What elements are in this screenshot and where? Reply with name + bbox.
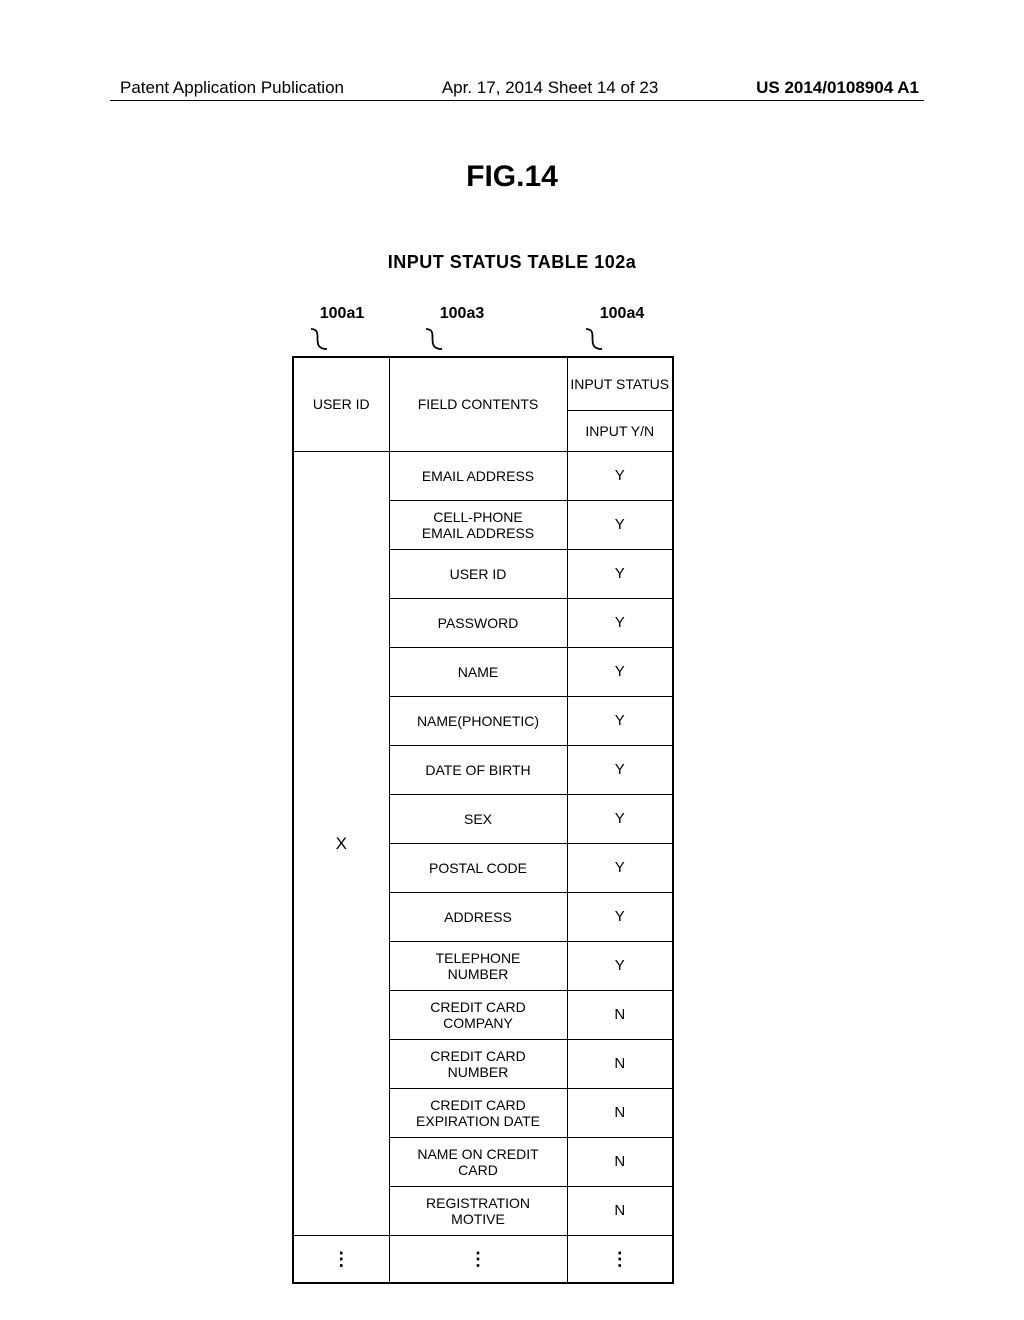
field-contents-cell: CELL-PHONEEMAIL ADDRESS [389,501,567,550]
header-rule [110,100,924,101]
input-status-cell: N [567,1138,673,1187]
col-header-field-contents: FIELD CONTENTS [389,357,567,452]
field-contents-cell: CREDIT CARDCOMPANY [389,991,567,1040]
table-header-row: USER ID FIELD CONTENTS INPUT STATUS [293,357,673,411]
leader-curve-icon [582,325,662,353]
col-header-input-yn: INPUT Y/N [567,411,673,452]
input-status-cell: Y [567,844,673,893]
figure-number: FIG.14 [0,160,1024,194]
table-title: INPUT STATUS TABLE 102a [0,252,1024,273]
input-status-cell: N [567,1089,673,1138]
vertical-ellipsis-icon: ⋮ [611,1249,629,1269]
field-contents-cell: NAME ON CREDITCARD [389,1138,567,1187]
continuation-cell: ⋮ [389,1236,567,1284]
header-left: Patent Application Publication [120,78,344,98]
table-row: XEMAIL ADDRESSY [293,452,673,501]
field-contents-cell: TELEPHONENUMBER [389,942,567,991]
vertical-ellipsis-icon: ⋮ [332,1249,350,1269]
input-status-cell: Y [567,648,673,697]
header-center: Apr. 17, 2014 Sheet 14 of 23 [442,78,658,98]
input-status-cell: Y [567,501,673,550]
field-contents-cell: NAME [389,648,567,697]
field-contents-cell: CREDIT CARDNUMBER [389,1040,567,1089]
input-status-cell: Y [567,599,673,648]
input-status-cell: Y [567,697,673,746]
input-status-cell: Y [567,452,673,501]
field-contents-cell: PASSWORD [389,599,567,648]
input-status-cell: Y [567,795,673,844]
callout-label: 100a4 [600,305,645,322]
field-contents-cell: DATE OF BIRTH [389,746,567,795]
continuation-cell: ⋮ [293,1236,389,1284]
callout-100a1: 100a1 [307,305,377,353]
callout-label: 100a3 [440,305,485,322]
vertical-ellipsis-icon: ⋮ [469,1249,487,1269]
field-contents-cell: REGISTRATIONMOTIVE [389,1187,567,1236]
col-header-user-id: USER ID [293,357,389,452]
field-contents-cell: POSTAL CODE [389,844,567,893]
page-header: Patent Application Publication Apr. 17, … [120,78,919,98]
leader-curve-icon [307,325,377,353]
field-contents-cell: CREDIT CARDEXPIRATION DATE [389,1089,567,1138]
callout-100a4: 100a4 [582,305,662,353]
field-contents-cell: SEX [389,795,567,844]
input-status-cell: N [567,1040,673,1089]
field-contents-cell: NAME(PHONETIC) [389,697,567,746]
header-right: US 2014/0108904 A1 [756,78,919,98]
col-header-input-status: INPUT STATUS [567,357,673,411]
input-status-cell: Y [567,893,673,942]
input-status-cell: N [567,991,673,1040]
continuation-row: ⋮ ⋮ ⋮ [293,1236,673,1284]
user-id-cell: X [293,452,389,1236]
input-status-cell: Y [567,550,673,599]
input-status-cell: Y [567,942,673,991]
callout-label: 100a1 [320,305,365,322]
field-contents-cell: ADDRESS [389,893,567,942]
field-contents-cell: USER ID [389,550,567,599]
input-status-table: USER ID FIELD CONTENTS INPUT STATUS INPU… [292,356,674,1284]
callout-100a3: 100a3 [422,305,502,353]
leader-curve-icon [422,325,502,353]
input-status-cell: N [567,1187,673,1236]
continuation-cell: ⋮ [567,1236,673,1284]
input-status-cell: Y [567,746,673,795]
field-contents-cell: EMAIL ADDRESS [389,452,567,501]
